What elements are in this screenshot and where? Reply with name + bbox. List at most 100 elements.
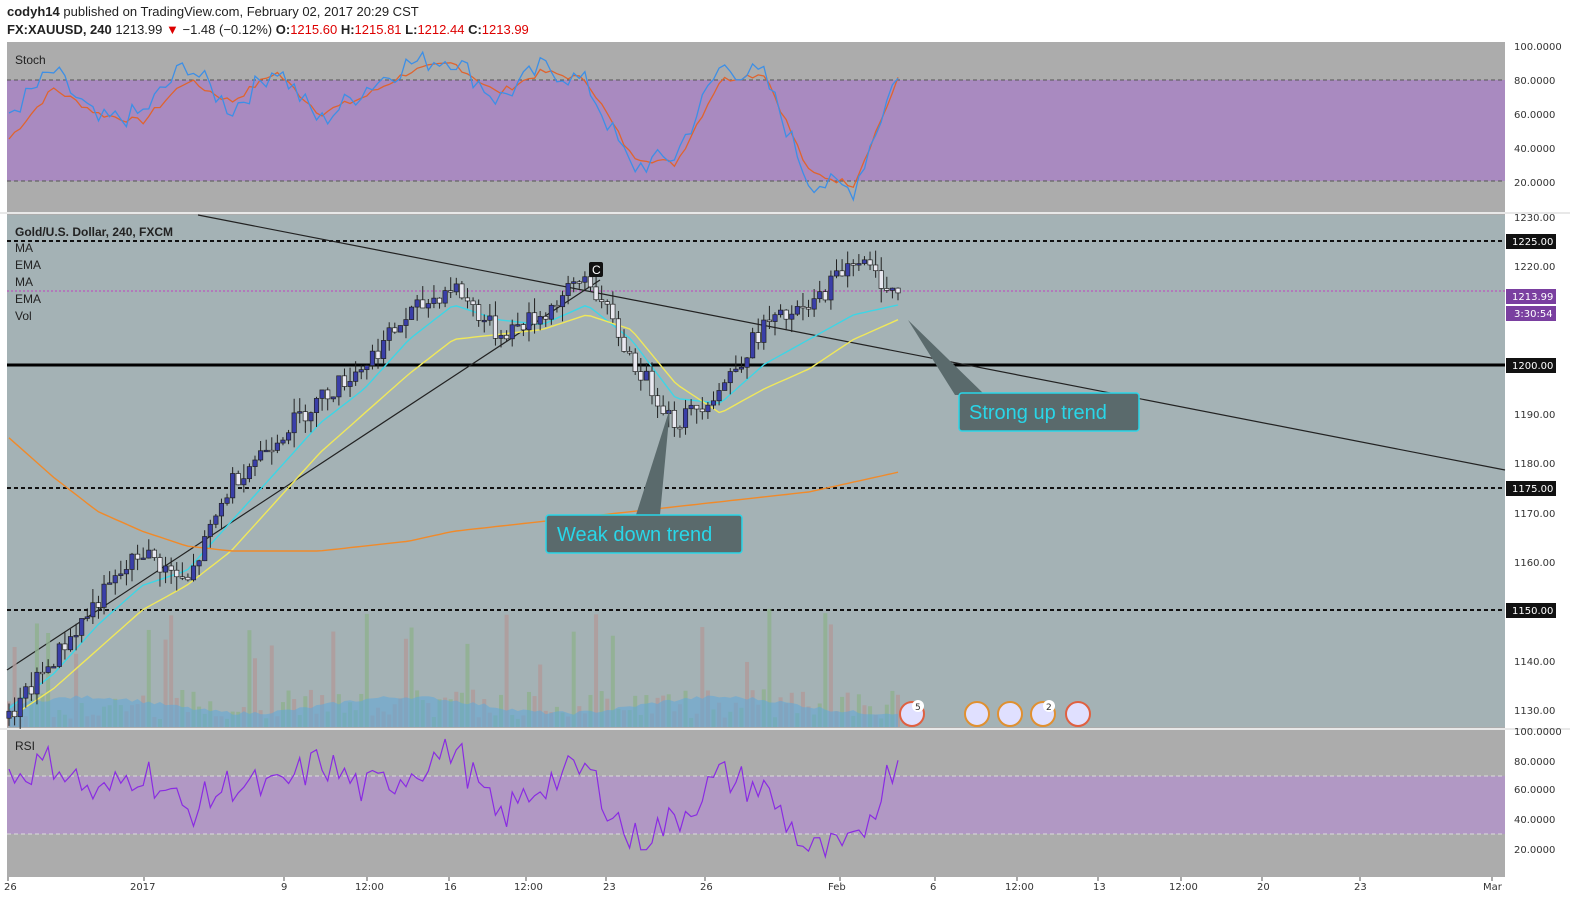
candle-body [744, 357, 750, 368]
event-flags[interactable]: 5 2 [899, 700, 1091, 727]
volume-bar [700, 627, 705, 727]
time-tick: 9 [281, 882, 287, 893]
time-tick: 6 [930, 882, 936, 893]
candle-body [67, 636, 74, 651]
candle-body [532, 312, 538, 325]
volume-layer [7, 608, 900, 727]
author-name[interactable]: codyh14 [7, 4, 60, 19]
moving-average-line [8, 437, 899, 552]
candle-body [682, 408, 689, 428]
volume-bar [403, 638, 408, 727]
candle-body [722, 382, 728, 391]
candle-body [369, 350, 375, 366]
weak-callout-box[interactable] [545, 514, 743, 554]
us-flag-icon[interactable] [964, 701, 990, 727]
candle-body [347, 381, 353, 387]
candle-body [163, 565, 169, 573]
candle-body [325, 389, 331, 400]
candle-body [738, 366, 744, 370]
candle-body [481, 319, 487, 323]
volume-bar [74, 653, 79, 727]
candle-body [509, 324, 515, 340]
volume-bar [163, 639, 168, 727]
candle-body [833, 270, 840, 277]
stoch-d-line [8, 62, 899, 188]
candle-body [258, 450, 264, 461]
candle-body [878, 270, 884, 289]
price-tick: 1220.00 [1514, 262, 1555, 273]
candle-body [688, 404, 694, 410]
volume-bar [745, 661, 750, 727]
volume-bar [538, 664, 543, 727]
level-label-1175: 1175.00 [1512, 484, 1553, 495]
us-flag-icon[interactable] [1065, 701, 1091, 727]
candle-body [84, 616, 90, 619]
candle-body [269, 449, 275, 453]
stoch-tick: 80.0000 [1514, 76, 1555, 87]
countdown-badge [1506, 306, 1556, 321]
event-count-2: 2 [1046, 703, 1052, 713]
moving-average-line [8, 314, 899, 719]
candle-body [436, 297, 443, 304]
c-marker-box[interactable] [589, 262, 603, 277]
volume-bar [364, 613, 369, 727]
candle-body [62, 643, 68, 651]
candle-body [772, 314, 778, 322]
candle-body [112, 575, 118, 584]
ohlc-line: FX:XAUUSD, 240 1213.99 ▼ −1.48 (−0.12%) … [7, 22, 529, 37]
rsi-series [8, 738, 899, 860]
high-label: H: [340, 22, 355, 37]
volume-bar [845, 692, 850, 727]
candle-body [140, 557, 146, 560]
candle-body [576, 281, 582, 284]
volume-bar [823, 613, 828, 727]
level-badge-1225 [1506, 234, 1556, 249]
last-price-badge [1506, 289, 1556, 304]
candle-body [90, 602, 96, 618]
candle-body [51, 666, 57, 669]
candle-body [677, 427, 683, 430]
candle-body [213, 515, 219, 525]
level-badge-1150 [1506, 603, 1556, 618]
stoch-tick: 20.0000 [1514, 178, 1555, 189]
volume-bar [169, 615, 174, 727]
descending-trendline[interactable] [197, 214, 1506, 471]
level-badge-1200 [1506, 358, 1556, 373]
candle-body [839, 270, 845, 277]
current-price: 1213.99 [115, 22, 163, 37]
time-tick: 20 [1257, 882, 1270, 893]
candle-body [207, 523, 213, 537]
candle-body [794, 306, 800, 315]
candle-body [655, 395, 661, 407]
candle-body [845, 263, 851, 277]
volume-bar [532, 696, 537, 727]
us-flag-icon[interactable] [997, 701, 1023, 727]
candle-body [470, 300, 476, 305]
volume-bar [269, 645, 274, 727]
time-tick: 2017 [130, 882, 155, 893]
event-count-5: 5 [915, 703, 921, 713]
candle-body [487, 315, 493, 321]
rsi-axis: 100.0000 80.0000 60.0000 40.0000 20.0000 [1514, 727, 1562, 856]
candle-body [353, 371, 359, 382]
c-marker: C [592, 263, 601, 277]
time-tick: Feb [828, 882, 846, 893]
strong-trend-label: Strong up trend [969, 402, 1107, 424]
candle-body [895, 287, 901, 294]
candle-body [453, 283, 459, 293]
candle-body [565, 283, 571, 296]
strong-callout-box[interactable] [958, 392, 1140, 432]
candle-body [671, 410, 677, 428]
candle-body [129, 553, 135, 570]
candle-body [319, 389, 325, 399]
candle-body [889, 287, 895, 291]
price-tick: 1160.00 [1514, 558, 1555, 569]
candle-body [123, 569, 129, 575]
candle-body [498, 334, 504, 339]
time-tick: 13 [1093, 882, 1106, 893]
time-tick: 23 [1354, 882, 1367, 893]
candle-body [727, 371, 733, 384]
low-value: 1212.44 [417, 22, 465, 37]
candle-body [537, 316, 543, 325]
